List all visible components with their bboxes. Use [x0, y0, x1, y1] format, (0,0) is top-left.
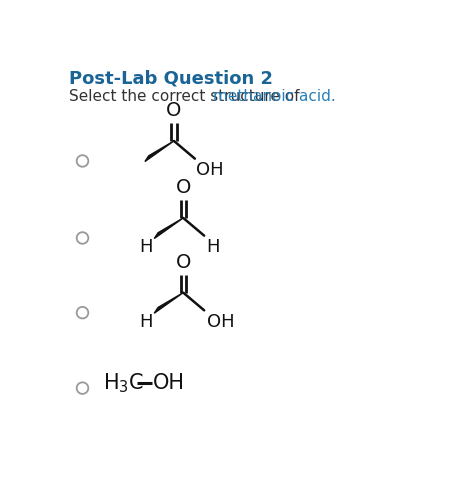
Text: H: H: [139, 313, 153, 331]
Polygon shape: [154, 218, 183, 239]
Text: OH: OH: [207, 313, 234, 331]
Text: OH: OH: [153, 373, 185, 393]
Polygon shape: [154, 293, 183, 313]
Text: H: H: [207, 238, 220, 256]
Text: O: O: [175, 253, 191, 272]
Polygon shape: [145, 141, 174, 162]
Text: methanoic acid.: methanoic acid.: [213, 89, 336, 104]
Text: Post-Lab Question 2: Post-Lab Question 2: [69, 69, 273, 87]
Text: H: H: [139, 238, 153, 256]
Text: O: O: [166, 101, 182, 120]
Text: O: O: [175, 178, 191, 197]
Text: $\mathregular{H_3C}$: $\mathregular{H_3C}$: [103, 371, 145, 394]
Text: Select the correct structure of: Select the correct structure of: [69, 89, 304, 104]
Text: OH: OH: [196, 161, 224, 179]
